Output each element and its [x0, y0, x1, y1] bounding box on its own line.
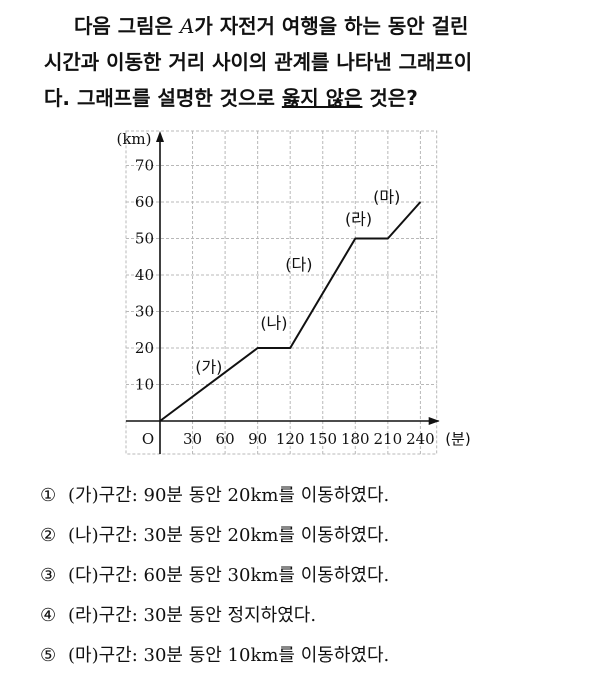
option-4-text: (라)구간: 30분 동안 정지하였다. [68, 605, 317, 626]
segment-label-1: (가) [195, 357, 222, 376]
x-axis-label: (분) [445, 430, 471, 448]
grid-frame [125, 130, 438, 455]
x-tick-label: 60 [216, 430, 235, 448]
chart-series [159, 201, 422, 422]
x-tick-label: 180 [341, 430, 370, 448]
y-tick-label: 40 [135, 266, 154, 284]
option-4-number: ④ [40, 605, 57, 626]
y-axis-label: (km) [116, 130, 151, 148]
y-tick-label: 30 [135, 303, 154, 321]
series-line [159, 201, 422, 422]
question-line-1: 다음 그림은 A가 자전거 여행을 하는 동안 걸린 [44, 8, 584, 44]
option-2-number: ② [40, 525, 57, 546]
chart-grid [125, 130, 438, 455]
question-line-1-end: 가 자전거 여행을 하는 동안 걸린 [194, 14, 469, 38]
segment-label-2: (나) [260, 313, 287, 332]
x-tick-label: 120 [276, 430, 305, 448]
x-tick-label: 240 [406, 430, 435, 448]
chart-tick-labels: 10 20 30 40 50 60 70 30 60 90 120 150 180 210 240 O (km)… [116, 130, 470, 448]
question-line-3: 다. 그래프를 설명한 것으로 옳지 않은 것은? [44, 80, 584, 116]
y-tick-label: 20 [135, 339, 154, 357]
chart-axes [126, 131, 440, 454]
answer-options: ① (가)구간: 90분 동안 20km를 이동하였다. ② (나)구간: 30분 … [40, 476, 389, 676]
answer-option-3[interactable]: ③ (다)구간: 60분 동안 30km를 이동하였다. [40, 556, 389, 596]
question-variable: A [179, 14, 195, 38]
answer-option-1[interactable]: ① (가)구간: 90분 동안 20km를 이동하였다. [40, 476, 389, 516]
question-line-3-end: 것은? [362, 86, 418, 110]
answer-option-2[interactable]: ② (나)구간: 30분 동안 20km를 이동하였다. [40, 516, 389, 556]
option-5-number: ⑤ [40, 645, 57, 666]
chart-segment-labels: (가) (나) (다) (라)(마) [195, 188, 400, 377]
question-line-1-start: 다음 그림은 [74, 14, 180, 38]
x-tick-label: 210 [374, 430, 403, 448]
question-line-3-start: 다. 그래프를 설명한 것으로 [44, 86, 282, 110]
y-axis-arrow-icon [156, 131, 164, 142]
origin-label: O [142, 430, 154, 448]
x-tick-label: 90 [248, 430, 267, 448]
y-tick-label: 60 [135, 193, 154, 211]
x-axis-arrow-icon [428, 417, 440, 425]
y-tick-label: 10 [135, 376, 154, 394]
x-tick-label: 150 [308, 430, 337, 448]
answer-option-5[interactable]: ⑤ (마)구간: 30분 동안 10km를 이동하였다. [40, 636, 389, 676]
y-tick-label: 70 [135, 157, 154, 175]
option-1-text: (가)구간: 90분 동안 20km를 이동하였다. [68, 485, 390, 506]
option-3-text: (다)구간: 60분 동안 30km를 이동하였다. [68, 565, 390, 586]
x-tick-label: 30 [183, 430, 202, 448]
segment-label-3: (다) [285, 255, 312, 274]
option-5-text: (마)구간: 30분 동안 10km를 이동하였다. [68, 645, 390, 666]
question-line-2: 시간과 이동한 거리 사이의 관계를 나타낸 그래프이 [44, 50, 473, 74]
question-emphasis: 옳지 않은 [281, 86, 363, 110]
option-2-text: (나)구간: 30분 동안 20km를 이동하였다. [68, 525, 390, 546]
answer-option-4[interactable]: ④ (라)구간: 30분 동안 정지하였다. [40, 596, 389, 636]
segment-label-5: (마) [373, 188, 400, 207]
option-1-number: ① [40, 485, 57, 506]
segment-label-4: (라) [345, 209, 372, 228]
option-3-number: ③ [40, 565, 57, 586]
question-text: 다음 그림은 A가 자전거 여행을 하는 동안 걸린 시간과 이동한 거리 사이… [44, 8, 584, 116]
y-tick-label: 50 [135, 230, 154, 248]
